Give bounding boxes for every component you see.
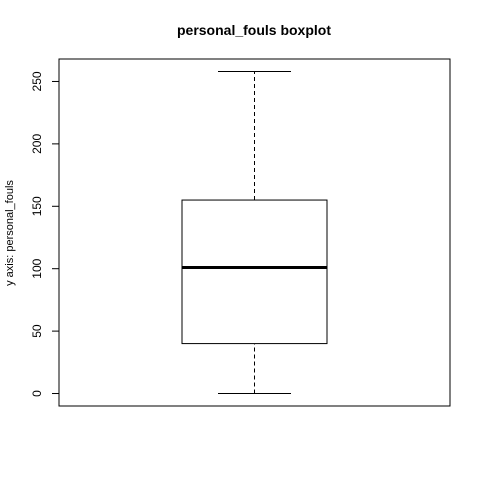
y-axis: 0 50 100 150 200 250 xyxy=(30,71,60,397)
y-tick-label: 200 xyxy=(30,134,44,154)
interquartile-box xyxy=(181,199,328,345)
y-tick-label: 100 xyxy=(30,258,44,278)
y-tick-label: 250 xyxy=(30,71,44,91)
y-tick-label: 150 xyxy=(30,196,44,216)
chart-title: personal_fouls boxplot xyxy=(177,22,331,38)
y-axis-label: y axis: personal_fouls xyxy=(4,180,16,286)
y-tick-label: 50 xyxy=(30,324,44,338)
box-plot xyxy=(181,70,328,395)
y-tick-label: 0 xyxy=(30,390,44,397)
